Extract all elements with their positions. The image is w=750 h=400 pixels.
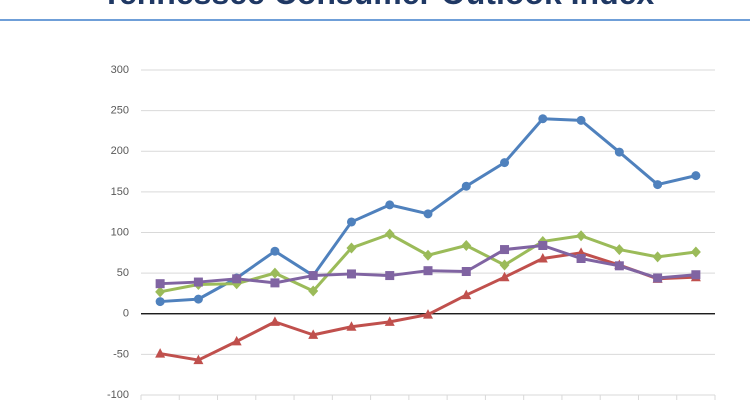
y-tick-label: 50 [117, 267, 129, 279]
marker [461, 181, 471, 191]
marker [155, 297, 165, 307]
y-tick-label: 250 [111, 105, 129, 117]
marker [308, 329, 319, 339]
marker [500, 245, 510, 255]
y-tick-label: 200 [111, 145, 129, 157]
y-tick-label: 100 [111, 226, 129, 238]
marker [538, 241, 548, 250]
marker [499, 259, 510, 271]
y-tick-label: 150 [111, 186, 129, 198]
marker [193, 294, 203, 304]
y-tick-label: 300 [111, 64, 129, 76]
marker [308, 271, 318, 281]
marker [155, 348, 166, 358]
marker [346, 269, 356, 279]
marker [691, 270, 701, 280]
marker [653, 273, 663, 283]
chart-title: Tennessee Consumer Outlook Index [102, 0, 655, 11]
marker [155, 279, 165, 289]
marker [385, 271, 395, 281]
marker [500, 158, 510, 168]
marker [499, 271, 510, 282]
marker [231, 335, 242, 346]
marker [385, 200, 395, 210]
marker [270, 246, 280, 256]
marker [614, 244, 625, 256]
marker [308, 285, 319, 297]
marker [576, 230, 587, 242]
marker [423, 249, 433, 261]
marker [576, 254, 586, 263]
marker [461, 240, 472, 251]
marker [269, 316, 280, 326]
marker [193, 354, 204, 365]
marker [232, 274, 242, 284]
marker [423, 266, 433, 276]
marker [652, 251, 663, 263]
marker [576, 115, 586, 125]
marker [155, 286, 166, 298]
marker [691, 171, 701, 181]
marker [690, 246, 701, 258]
marker [423, 209, 433, 219]
marker [423, 309, 433, 319]
marker [346, 217, 356, 227]
marker [269, 267, 280, 279]
marker [384, 316, 395, 326]
marker [614, 261, 624, 271]
y-tick-label: -100 [107, 389, 129, 400]
marker [461, 289, 472, 300]
marker [614, 147, 624, 157]
marker [537, 253, 548, 263]
marker [346, 242, 357, 254]
marker [193, 277, 203, 287]
y-tick-label: 0 [123, 308, 129, 320]
marker [461, 267, 471, 276]
marker [346, 321, 357, 331]
marker [538, 114, 548, 124]
marker [270, 278, 280, 288]
marker [653, 180, 663, 190]
marker [384, 228, 395, 240]
y-tick-label: -50 [113, 348, 129, 360]
